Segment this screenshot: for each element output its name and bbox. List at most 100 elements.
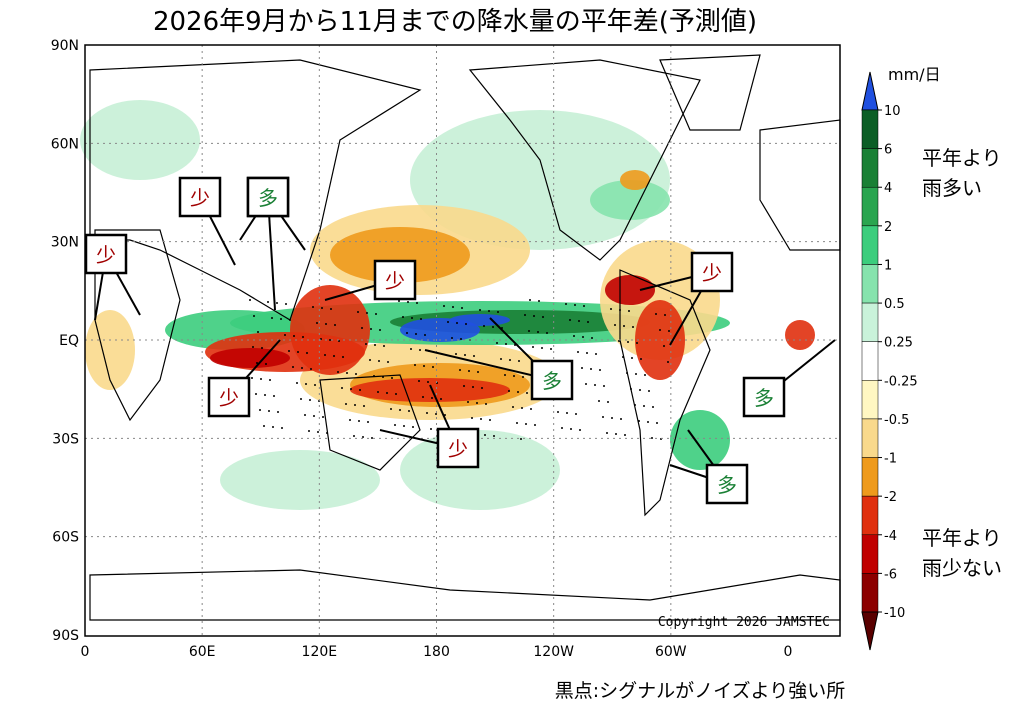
signal-dot [422,396,424,398]
signal-dot [570,428,572,430]
lat-label: 60S [52,530,79,546]
anomaly-area [670,410,730,470]
signal-dot [414,364,416,366]
signal-dot [459,369,461,371]
signal-dot [361,327,363,329]
signal-dot [410,348,412,350]
lat-label: 90S [52,628,79,644]
signal-dot [423,365,425,367]
signal-dot [249,299,251,301]
signal-dot [631,357,633,359]
colorbar-band [861,148,879,188]
signal-dot [432,366,434,368]
signal-dot [353,435,355,437]
signal-dot [632,326,634,328]
signal-dot [304,414,306,416]
signal-dot [557,411,559,413]
signal-dot [504,374,506,376]
signal-dot [379,329,381,331]
colorbar-label: 10 [884,104,901,119]
signal-dot [626,372,628,374]
signal-dot [526,392,528,394]
signal-dot [374,344,376,346]
signal-dot [575,413,577,415]
colorbar-cap [861,71,879,111]
signal-dot [367,421,369,423]
signal-dot [624,434,626,436]
lat-label: 60N [51,136,79,152]
signal-dot [455,353,457,355]
signal-dot [472,386,474,388]
signal-dot [264,394,266,396]
signal-dot [607,401,609,403]
signal-dot [326,432,328,434]
signal-dot [525,423,527,425]
signal-dot [468,370,470,372]
annotation-box [246,176,290,218]
signal-dot [416,302,418,304]
signal-dot [324,354,326,356]
annotation-label: 少 [219,386,239,410]
signal-dot [293,335,295,337]
title: 2026年9月から11月までの降水量の平年差(予測値) [153,7,757,37]
colorbar-cap [861,611,879,651]
colorbar-label: 6 [884,143,892,158]
annotation-label: 多 [754,386,774,410]
signal-dot [595,353,597,355]
anomaly-area [220,450,380,510]
signal-dot [375,313,377,315]
colorbar-label: -10 [884,606,905,621]
signal-dot [316,322,318,324]
signal-dot [252,346,254,348]
signal-dot [265,363,267,365]
lon-label: 0 [81,644,90,660]
colorbar-band [861,380,879,420]
anomaly-area [635,300,685,380]
signal-dot [281,427,283,429]
signal-dot [566,412,568,414]
signal-dot [306,352,308,354]
signal-dot [253,315,255,317]
signal-dot [256,362,258,364]
signal-dot [496,342,498,344]
signal-dot [424,334,426,336]
lat-label: 90N [51,38,79,54]
signal-dot [546,332,548,334]
signal-dot [277,411,279,413]
signal-dot [603,385,605,387]
signal-dot [443,305,445,307]
signal-dot [273,395,275,397]
coastline [619,269,711,517]
annotation-box [690,251,734,293]
signal-dot [403,425,405,427]
signal-dot [639,389,641,391]
signal-dot [587,321,589,323]
signal-dot [467,401,469,403]
annotation-label: 少 [190,186,210,210]
signal-dot [513,375,515,377]
signal-dot [619,309,621,311]
signal-dot [497,311,499,313]
colorbar-dry-label: 雨少ない [922,556,1002,580]
annotation-box [178,176,222,218]
signal-dot [398,300,400,302]
signal-dot [407,301,409,303]
signal-dot [302,336,304,338]
signal-dot [644,374,646,376]
signal-dot [586,352,588,354]
signal-dot [606,432,608,434]
coastline [759,119,841,251]
signal-dot [623,325,625,327]
signal-dot [419,349,421,351]
anomaly-area [330,227,470,283]
signal-dot [630,388,632,390]
signal-dot [309,399,311,401]
signal-dot [358,420,360,422]
signal-dot [485,403,487,405]
annotation-label: 少 [96,243,116,267]
colorbar-label: 4 [884,181,892,196]
signal-dot [599,369,601,371]
signal-dot [369,359,371,361]
annotation-box [84,233,128,275]
signal-dot [394,424,396,426]
